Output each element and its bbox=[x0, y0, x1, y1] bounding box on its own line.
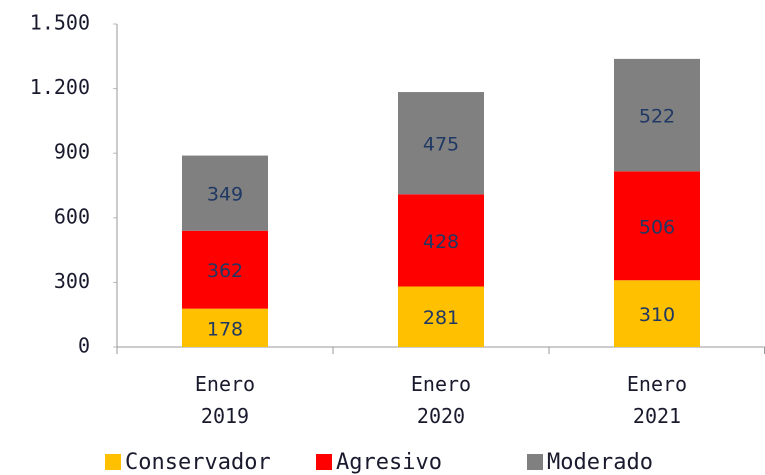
bar-segment bbox=[182, 308, 268, 347]
bar-segment bbox=[398, 92, 484, 195]
value-label: 281 bbox=[423, 307, 459, 329]
bar-segment bbox=[614, 58, 700, 172]
bar-segment bbox=[614, 280, 700, 347]
legend-label: Agresivo bbox=[336, 450, 442, 475]
y-tick-label: 0 bbox=[78, 334, 90, 358]
value-label: 349 bbox=[207, 184, 243, 206]
bar-segment bbox=[182, 155, 268, 231]
value-label: 506 bbox=[639, 216, 675, 238]
legend-label: Conservador bbox=[125, 450, 271, 475]
legend-swatch bbox=[105, 454, 121, 470]
value-label: 475 bbox=[423, 134, 459, 156]
bar-segment bbox=[182, 230, 268, 309]
legend-swatch bbox=[316, 454, 332, 470]
value-label: 522 bbox=[639, 106, 675, 128]
bar-segment bbox=[398, 194, 484, 287]
x-tick-label: Enero 2021 bbox=[626, 372, 688, 428]
y-tick-label: 600 bbox=[54, 204, 90, 228]
bar-segment bbox=[398, 286, 484, 347]
value-label: 428 bbox=[423, 231, 459, 253]
value-label: 178 bbox=[207, 318, 243, 340]
y-tick-label: 1.200 bbox=[30, 75, 90, 99]
legend-swatch bbox=[527, 454, 543, 470]
x-tick-label: Enero 2020 bbox=[410, 372, 472, 428]
value-label: 310 bbox=[639, 304, 675, 326]
value-label: 362 bbox=[207, 260, 243, 282]
y-tick-label: 300 bbox=[54, 269, 90, 293]
y-tick-label: 1.500 bbox=[30, 11, 90, 35]
y-tick-label: 900 bbox=[54, 140, 90, 164]
legend-label: Moderado bbox=[547, 450, 653, 475]
bar-segment bbox=[614, 171, 700, 281]
x-tick-label: Enero 2019 bbox=[194, 372, 256, 428]
